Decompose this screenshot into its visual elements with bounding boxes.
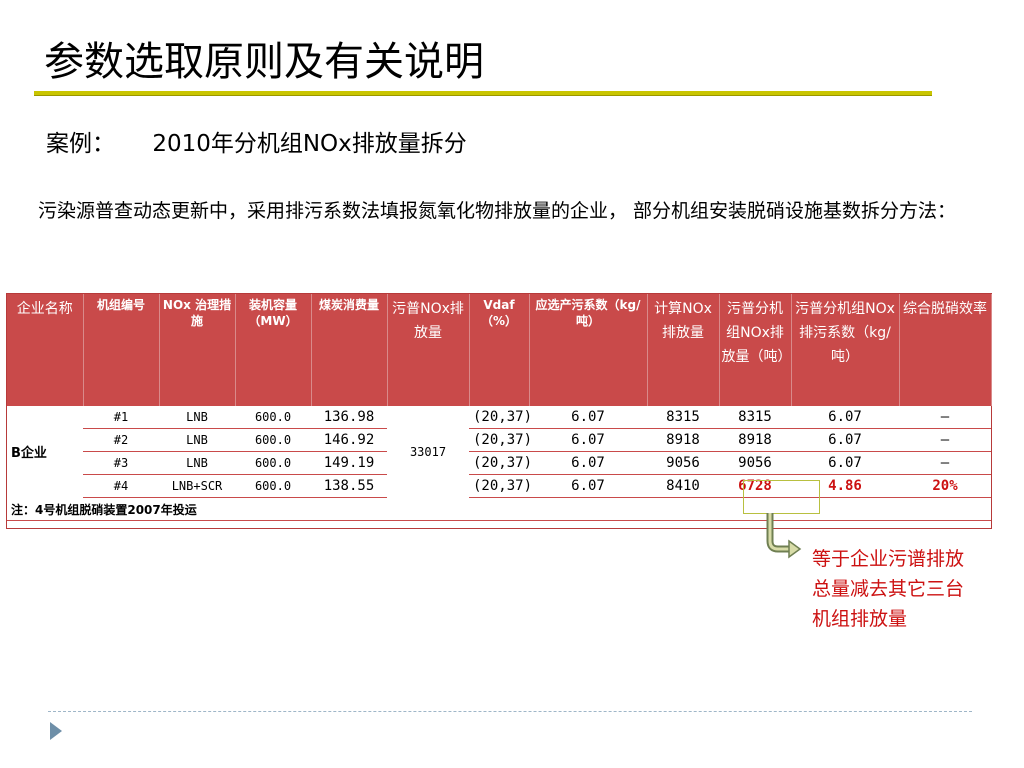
unit-cell: #4 (83, 474, 159, 498)
unit-cell: #2 (83, 428, 159, 452)
header-split: 污普分机组NOx排放量（吨） (719, 294, 792, 406)
calc-cell: 8918 (647, 428, 719, 452)
title-underline (34, 91, 932, 96)
table-note: 注：4号机组脱硝装置2007年投运 (7, 497, 991, 521)
table-header-row: 企业名称 机组编号 NOx 治理措施 装机容量（MW） 煤炭消费量 污普NOx排… (7, 294, 992, 406)
case-line: 案例： 2010年分机组NOx排放量拆分 (46, 124, 467, 158)
table-row: #3 LNB 600.0 149.19 (20,37) 6.07 9056 90… (7, 451, 991, 475)
calc-cell: 8315 (647, 406, 719, 429)
efficiency-cell: — (899, 406, 991, 429)
header-capacity: 装机容量（MW） (235, 294, 312, 406)
highlight-box (743, 480, 820, 514)
case-text: 2010年分机组NOx排放量拆分 (152, 131, 467, 157)
efficiency-cell-highlight: 20% (899, 474, 991, 498)
split-factor-cell: 6.07 (791, 428, 899, 452)
bottom-divider (48, 711, 972, 712)
table-row: B企业 #1 LNB 600.0 136.98 33017 (20,37) 6.… (7, 406, 991, 461)
factor-cell: 6.07 (529, 474, 647, 498)
unit-cell: #3 (83, 451, 159, 475)
split-factor-cell: 6.07 (791, 406, 899, 429)
company-cell: B企业 (11, 446, 47, 462)
bent-arrow-icon (766, 513, 802, 559)
coal-cell: 136.98 (311, 406, 387, 429)
emission-table: 企业名称 机组编号 NOx 治理措施 装机容量（MW） 煤炭消费量 污普NOx排… (7, 294, 992, 521)
split-cell: 8918 (719, 428, 791, 452)
split-cell: 9056 (719, 451, 791, 475)
header-measure: NOx 治理措施 (159, 294, 236, 406)
header-unit: 机组编号 (83, 294, 160, 406)
case-label: 案例： (46, 131, 115, 157)
total-emission-cell: 33017 (409, 444, 447, 459)
coal-cell: 138.55 (311, 474, 387, 498)
table-row: #2 LNB 600.0 146.92 (20,37) 6.07 8918 89… (7, 428, 991, 452)
vdaf-cell: (20,37) (469, 474, 532, 498)
coal-cell: 146.92 (311, 428, 387, 452)
triangle-nav-icon[interactable] (50, 722, 62, 740)
header-total-emission: 污普NOx排放量 (387, 294, 470, 406)
factor-cell: 6.07 (529, 451, 647, 475)
header-company: 企业名称 (7, 294, 84, 406)
split-cell: 8315 (719, 406, 791, 429)
data-table-wrapper: 企业名称 机组编号 NOx 治理措施 装机容量（MW） 煤炭消费量 污普NOx排… (6, 293, 992, 529)
intro-text: 污染源普查动态更新中，采用排污系数法填报氮氧化物排放量的企业， 部分机组安装脱硝… (38, 200, 957, 222)
capacity-cell: 600.0 (235, 428, 311, 452)
split-factor-cell: 6.07 (791, 451, 899, 475)
factor-cell: 6.07 (529, 428, 647, 452)
coal-cell: 149.19 (311, 451, 387, 475)
capacity-cell: 600.0 (235, 474, 311, 498)
slide-title: 参数选取原则及有关说明 (44, 39, 484, 85)
calc-cell: 9056 (647, 451, 719, 475)
header-efficiency: 综合脱硝效率 (899, 294, 992, 406)
efficiency-cell: — (899, 451, 991, 475)
capacity-cell: 600.0 (235, 451, 311, 475)
table-row: #4 LNB+SCR 600.0 138.55 (20,37) 6.07 841… (7, 474, 991, 498)
measure-cell: LNB+SCR (159, 474, 235, 498)
table-note-row: 注：4号机组脱硝装置2007年投运 (7, 497, 991, 521)
vdaf-cell: (20,37) (469, 428, 532, 452)
header-factor: 应选产污系数（kg/吨） (529, 294, 648, 406)
header-calc: 计算NOx排放量 (647, 294, 720, 406)
measure-cell: LNB (159, 451, 235, 475)
vdaf-cell: (20,37) (469, 451, 532, 475)
header-coal: 煤炭消费量 (311, 294, 388, 406)
calc-cell: 8410 (647, 474, 719, 498)
measure-cell: LNB (159, 406, 235, 429)
header-vdaf: Vdaf（%） (469, 294, 530, 406)
measure-cell: LNB (159, 428, 235, 452)
capacity-cell: 600.0 (235, 406, 311, 429)
vdaf-cell: (20,37) (469, 406, 532, 429)
factor-cell: 6.07 (529, 406, 647, 429)
unit-cell: #1 (83, 406, 159, 429)
efficiency-cell: — (899, 428, 991, 452)
callout-text: 等于企业污谱排放总量减去其它三台机组排放量 (812, 548, 965, 630)
header-split-factor: 污普分机组NOx排污系数（kg/吨） (791, 294, 900, 406)
